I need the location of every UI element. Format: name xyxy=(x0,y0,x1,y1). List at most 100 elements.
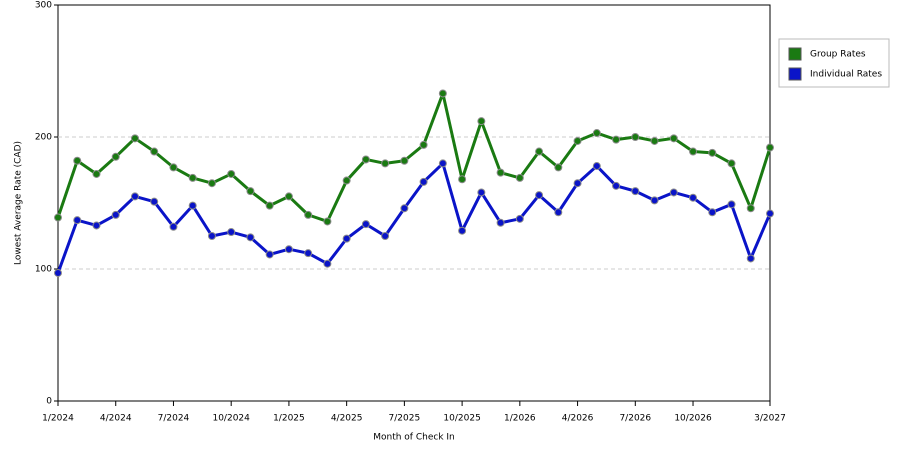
data-point xyxy=(650,196,659,205)
data-point xyxy=(323,259,332,268)
data-point xyxy=(573,179,582,188)
x-tick-label: 10/2026 xyxy=(674,414,712,424)
data-point xyxy=(458,226,467,235)
data-point xyxy=(188,201,197,210)
data-point xyxy=(361,220,370,229)
y-tick-label: 200 xyxy=(35,133,52,143)
x-tick-label: 1/2026 xyxy=(504,414,536,424)
x-tick-label: 1/2024 xyxy=(42,414,74,424)
data-point xyxy=(592,162,601,171)
data-point xyxy=(304,249,313,258)
data-point xyxy=(207,232,216,240)
x-tick-label: 4/2025 xyxy=(331,414,363,424)
data-point xyxy=(746,204,755,213)
data-point xyxy=(227,169,236,178)
data-point xyxy=(246,233,255,242)
data-point xyxy=(130,134,139,143)
data-point xyxy=(708,148,717,157)
data-point xyxy=(361,155,370,164)
x-tick-label: 4/2024 xyxy=(100,414,132,424)
data-point xyxy=(631,187,640,196)
data-point xyxy=(54,213,62,222)
x-tick-label: 7/2026 xyxy=(619,414,651,424)
data-point xyxy=(400,204,409,213)
data-point xyxy=(496,168,505,177)
data-point xyxy=(381,232,390,240)
y-tick-label: 0 xyxy=(46,397,52,407)
y-tick-label: 300 xyxy=(35,1,52,11)
x-tick-label: 1/2025 xyxy=(273,414,305,424)
data-point xyxy=(73,156,82,165)
data-point xyxy=(535,147,544,156)
data-point xyxy=(73,216,82,225)
data-point xyxy=(207,179,216,188)
data-point xyxy=(477,117,486,126)
data-point xyxy=(631,133,640,141)
data-point xyxy=(458,175,467,184)
data-point xyxy=(92,169,101,178)
data-point xyxy=(689,147,698,156)
data-point xyxy=(284,192,293,201)
legend-swatch xyxy=(788,47,802,61)
data-point xyxy=(766,209,774,218)
y-axis-label: Lowest Average Rate (CAD) xyxy=(14,141,24,265)
data-point xyxy=(265,201,274,210)
data-point xyxy=(92,221,101,230)
data-point xyxy=(477,188,486,197)
data-point xyxy=(438,89,447,98)
x-tick-label: 3/2027 xyxy=(754,414,786,424)
data-point xyxy=(130,192,139,201)
plot-area xyxy=(57,4,771,402)
data-point xyxy=(169,222,178,231)
data-point xyxy=(438,159,447,168)
data-point xyxy=(342,176,351,185)
data-point xyxy=(496,218,505,227)
x-tick-label: 4/2026 xyxy=(562,414,594,424)
data-point xyxy=(573,136,582,145)
data-point xyxy=(554,163,563,172)
data-point xyxy=(419,140,428,149)
data-point xyxy=(150,147,159,156)
data-point xyxy=(592,129,601,138)
data-point xyxy=(727,159,736,168)
data-point xyxy=(515,214,524,223)
data-point xyxy=(323,217,332,226)
data-point xyxy=(612,181,621,190)
legend-label: Individual Rates xyxy=(810,70,882,80)
data-point xyxy=(766,143,774,152)
data-point xyxy=(227,228,236,237)
data-point xyxy=(265,250,274,259)
data-point xyxy=(304,210,313,219)
data-point xyxy=(400,156,409,165)
data-point xyxy=(111,210,120,219)
data-point xyxy=(669,134,678,143)
x-tick-label: 10/2025 xyxy=(443,414,480,424)
data-point xyxy=(54,268,62,277)
data-point xyxy=(689,193,698,202)
data-point xyxy=(150,197,159,206)
x-tick-label: 7/2025 xyxy=(389,414,421,424)
data-point xyxy=(612,135,621,144)
legend-label: Group Rates xyxy=(810,50,866,60)
data-point xyxy=(381,159,390,168)
legend-swatch xyxy=(788,67,802,81)
data-point xyxy=(727,200,736,209)
data-point xyxy=(708,208,717,217)
data-point xyxy=(342,234,351,243)
data-point xyxy=(515,173,524,182)
data-point xyxy=(535,191,544,200)
data-point xyxy=(246,187,255,196)
data-point xyxy=(669,188,678,197)
data-point xyxy=(650,136,659,145)
x-tick-label: 10/2024 xyxy=(212,414,250,424)
data-point xyxy=(111,152,120,161)
data-point xyxy=(554,208,563,217)
data-point xyxy=(746,254,755,263)
x-axis-label: Month of Check In xyxy=(373,433,455,443)
x-tick-label: 7/2024 xyxy=(158,414,190,424)
data-point xyxy=(284,245,293,254)
data-point xyxy=(169,163,178,172)
data-point xyxy=(419,177,428,186)
